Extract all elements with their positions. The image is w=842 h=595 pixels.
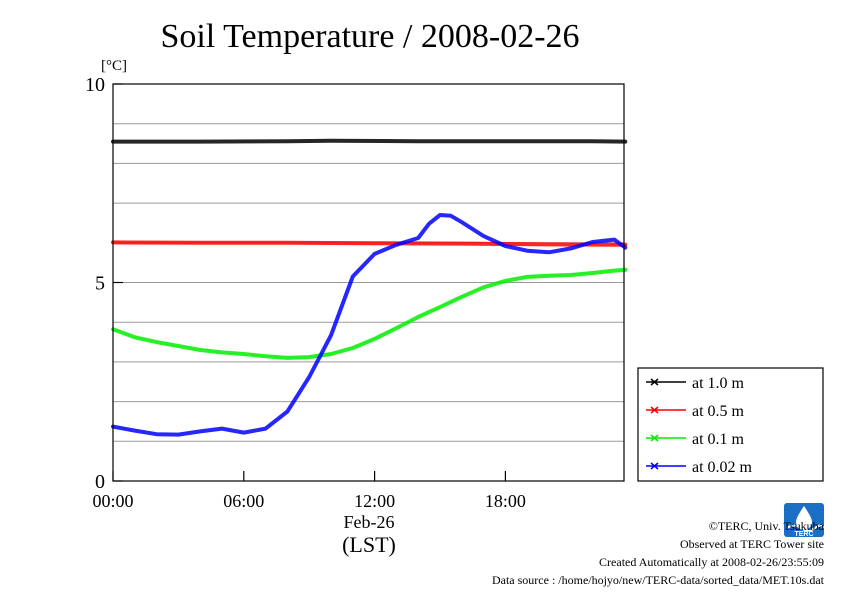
chart-title: Soil Temperature / 2008-02-26 (160, 18, 579, 55)
legend-label-1: at 0.5 m (692, 403, 745, 420)
footer-copyright: ©TERC, Univ. Tsukuba (708, 519, 824, 533)
legend-marker-1 (650, 406, 659, 414)
y-axis: 0 5 10 (85, 74, 123, 493)
legend-box (637, 367, 824, 482)
y-tick-label: 0 (95, 471, 105, 493)
x-tick-label: 06:00 (223, 491, 264, 511)
footer-source: Data source : /home/hojyo/new/TERC-data/… (491, 573, 824, 587)
y-tick-label: 10 (85, 74, 105, 96)
legend-label-3: at 0.02 m (692, 459, 753, 476)
x-axis-date-label: Feb-26 (344, 512, 395, 532)
series-line-2 (111, 267, 628, 360)
terc-logo: TERC (784, 503, 824, 538)
footer-site: Observed at TERC Tower site (679, 537, 824, 551)
x-axis-label: (LST) (342, 532, 396, 557)
x-tick-label: 00:00 (92, 491, 133, 511)
x-tick-label: 12:00 (354, 491, 395, 511)
legend: at 1.0 m at 0.5 m at 0.1 m at 0.02 m (646, 375, 753, 476)
legend-label-0: at 1.0 m (692, 375, 745, 392)
legend-label-2: at 0.1 m (692, 431, 745, 448)
x-axis: 00:00 06:00 12:00 18:00 (92, 471, 526, 511)
grid-lines (113, 123, 624, 442)
series-lines (111, 138, 628, 437)
series-line-1 (111, 240, 628, 247)
legend-marker-3 (650, 462, 659, 470)
series-line-3 (111, 213, 628, 437)
x-tick-label: 18:00 (485, 491, 526, 511)
footer-created: Created Automatically at 2008-02-26/23:5… (599, 555, 824, 569)
legend-marker-0 (650, 378, 659, 386)
y-axis-unit-label: [°C] (101, 58, 127, 74)
logo-text: TERC (794, 531, 813, 538)
y-tick-label: 5 (95, 273, 105, 295)
series-line-0 (111, 138, 628, 144)
legend-marker-2 (650, 434, 659, 442)
